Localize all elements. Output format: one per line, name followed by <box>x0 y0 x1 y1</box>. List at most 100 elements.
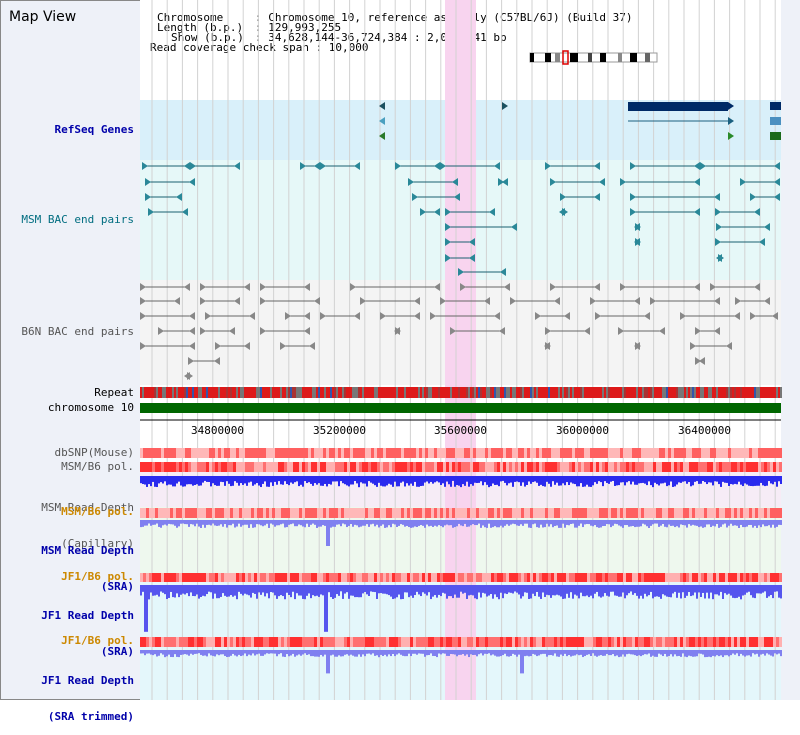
depth-bar <box>412 476 414 486</box>
heat-cell <box>542 462 545 472</box>
track-label-jf1-pol[interactable]: JF1/B6 pol. <box>61 570 134 583</box>
heat-cell <box>671 508 674 518</box>
depth-bar <box>564 520 566 528</box>
track-label-b6n-bac[interactable]: B6N BAC end pairs <box>21 325 134 338</box>
depth-bar <box>144 476 146 485</box>
heat-cell <box>623 508 626 518</box>
heat-cell <box>707 508 710 518</box>
depth-bar <box>282 520 284 524</box>
depth-bar <box>520 476 522 486</box>
heat-cell <box>368 448 371 458</box>
heat-cell <box>335 448 338 458</box>
depth-bar <box>660 520 662 526</box>
depth-bar <box>730 585 732 596</box>
track-label-dbsnp[interactable]: dbSNP(Mouse) <box>54 446 134 459</box>
depth-bar <box>738 650 740 657</box>
depth-bar <box>248 476 250 483</box>
depth-bar <box>566 650 568 657</box>
track-label-msm-rd-sra[interactable]: MSM Read Depth (SRA) <box>41 521 134 605</box>
heat-cell <box>446 573 449 582</box>
track-label-jf1-pol-2[interactable]: JF1/B6 pol. <box>61 634 134 647</box>
depth-bar <box>444 476 446 487</box>
depth-bar <box>232 476 234 486</box>
depth-bar <box>700 476 702 484</box>
heat-cell <box>479 508 482 518</box>
depth-bar <box>708 476 710 483</box>
repeat-segment <box>192 387 194 398</box>
track-label-msm-bac[interactable]: MSM BAC end pairs <box>21 213 134 226</box>
repeat-segment <box>410 387 412 398</box>
heat-cell <box>164 508 167 518</box>
depth-bar <box>578 650 580 656</box>
depth-bar <box>670 520 672 526</box>
depth-bar <box>344 520 346 525</box>
track-label-msm-b6-pol-2[interactable]: MSM/B6 pol. <box>61 505 134 518</box>
heat-cell <box>509 637 512 647</box>
bac-end <box>634 223 640 231</box>
heat-cell <box>425 448 428 458</box>
repeat-segment <box>224 387 226 398</box>
track-label-chromosome[interactable]: chromosome 10 <box>47 401 134 414</box>
heat-cell <box>638 573 641 582</box>
depth-bar <box>716 650 718 656</box>
depth-bar <box>354 585 356 598</box>
heat-cell <box>401 637 404 647</box>
heat-cell <box>773 462 776 472</box>
heat-cell <box>215 508 218 518</box>
heat-cell <box>203 573 206 582</box>
heat-cell <box>548 637 551 647</box>
repeat-segment <box>572 387 574 398</box>
heat-cell <box>539 637 542 647</box>
depth-bar <box>638 585 640 599</box>
repeat-segment <box>254 387 256 398</box>
depth-bar <box>396 650 398 655</box>
depth-bar <box>680 520 682 525</box>
heat-cell <box>581 573 584 582</box>
depth-bar <box>548 585 550 596</box>
depth-bar <box>642 520 644 524</box>
track-label-msm-b6-pol[interactable]: MSM/B6 pol. <box>61 460 134 473</box>
repeat-segment <box>170 387 172 398</box>
depth-bar <box>238 585 240 592</box>
heat-cell <box>779 462 782 472</box>
repeat-segment <box>274 387 276 398</box>
heat-cell <box>191 462 194 472</box>
heat-cell <box>344 462 347 472</box>
depth-bar <box>194 585 196 597</box>
axis-tick-label: 34800000 <box>191 424 244 437</box>
heat-cell <box>605 448 608 458</box>
depth-bar <box>688 650 690 656</box>
ideogram-band <box>618 53 622 62</box>
repeat-segment <box>544 387 546 398</box>
depth-bar <box>166 650 168 657</box>
heat-cell <box>149 462 152 472</box>
depth-bar <box>462 650 464 655</box>
bac-end <box>140 283 146 291</box>
depth-bar <box>228 520 230 526</box>
depth-bar <box>676 520 678 527</box>
track-label-msm-rd-cap[interactable]: MSM Read Depth (Capillary) <box>41 478 134 562</box>
heat-cell <box>755 462 758 472</box>
track-label-refseq[interactable]: RefSeq Genes <box>54 123 134 136</box>
depth-bar <box>490 650 492 656</box>
heat-cell <box>752 573 755 582</box>
heat-cell <box>254 637 257 647</box>
heat-cell <box>776 462 779 472</box>
track-label-repeat[interactable]: Repeat <box>94 386 134 399</box>
depth-bar <box>510 476 512 483</box>
track-label-jf1-rd-trim[interactable]: JF1 Read Depth (SRA trimmed) <box>41 651 134 735</box>
depth-bar <box>360 476 362 483</box>
repeat-segment <box>336 387 338 398</box>
repeat-segment <box>550 387 552 398</box>
genome-graphics[interactable] <box>0 0 800 700</box>
heat-cell <box>230 448 233 458</box>
depth-bar <box>280 520 282 525</box>
heat-cell <box>476 462 479 472</box>
track-label-jf1-rd-sra[interactable]: JF1 Read Depth (SRA) <box>41 586 134 670</box>
heat-cell <box>548 448 551 458</box>
depth-bar <box>354 520 356 525</box>
depth-bar <box>470 650 472 655</box>
heat-cell <box>578 637 581 647</box>
depth-bar <box>716 520 718 524</box>
heat-cell <box>140 462 143 472</box>
